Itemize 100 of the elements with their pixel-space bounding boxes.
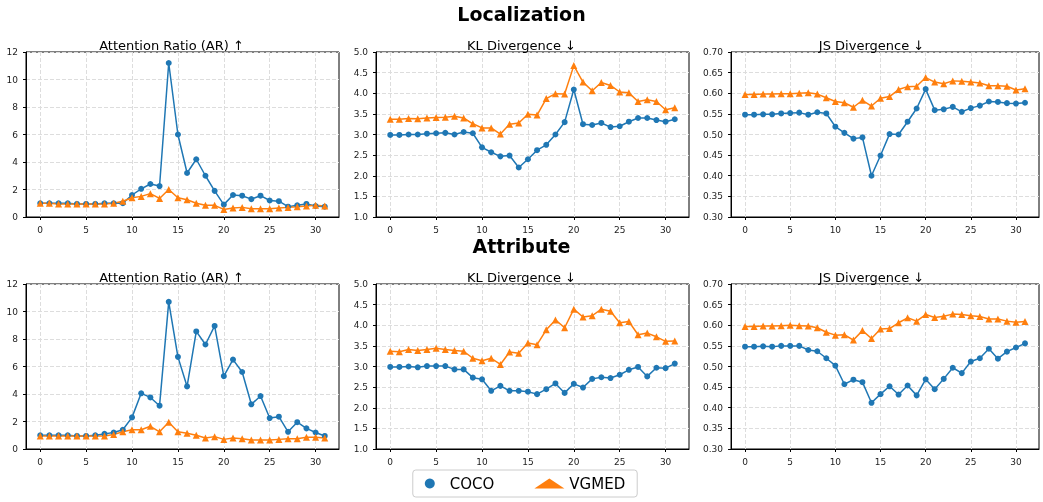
chart-title: KL Divergence ↓ [467, 38, 576, 53]
x-tick-label: 25 [965, 456, 977, 467]
x-tick-label: 15 [172, 456, 184, 467]
y-tick-label: 0.40 [702, 402, 724, 413]
x-tick-label: 0 [387, 224, 394, 235]
y-tick-label: 0.65 [702, 67, 724, 78]
x-tick-label: 10 [476, 224, 489, 235]
x-tick-label: 30 [1010, 224, 1022, 235]
y-tick-label: 8 [12, 334, 19, 344]
y-tick-label: 0.35 [702, 423, 724, 434]
y-tick-label: 10 [6, 74, 19, 85]
x-tick-label: 25 [613, 456, 626, 467]
x-tick-label: 5 [433, 456, 439, 467]
x-tick-label: 15 [874, 456, 887, 467]
y-tick-label: 0.30 [702, 444, 724, 454]
y-tick-label: 12 [6, 279, 18, 289]
chart-subtitle: Attribute [471, 235, 572, 257]
y-tick-label: 2 [12, 416, 18, 427]
x-tick-label: 15 [522, 224, 534, 235]
y-tick-label: 8 [12, 102, 19, 112]
x-tick-label: 0 [387, 456, 394, 467]
x-tick-label: 30 [309, 456, 322, 467]
y-tick-label: 12 [6, 47, 18, 57]
x-tick-label: 10 [829, 456, 842, 467]
x-tick-label: 30 [1010, 456, 1022, 467]
y-tick-label: 1.5 [353, 191, 368, 202]
y-tick-label: 4.5 [353, 299, 368, 310]
y-tick-label: 0.45 [702, 150, 724, 161]
x-tick-label: 30 [659, 224, 672, 235]
y-tick-label: 1.0 [353, 444, 369, 454]
chart-title: Attention Ratio (AR) ↑ [99, 38, 244, 53]
y-tick-label: 0 [12, 444, 19, 454]
y-tick-label: 0 [12, 212, 19, 222]
y-tick-label: 4.5 [353, 67, 368, 78]
y-tick-label: 0.65 [702, 299, 724, 310]
x-tick-label: 0 [37, 456, 44, 467]
y-tick-label: 0.55 [702, 340, 724, 351]
y-tick-label: 3.5 [353, 108, 368, 119]
legend-label: VGMED [569, 474, 626, 493]
y-tick-label: 0.70 [702, 279, 724, 289]
x-tick-label: 15 [172, 224, 184, 235]
x-tick-label: 0 [742, 224, 749, 235]
chart-subtitle: Localization [456, 3, 587, 25]
x-tick-label: 20 [919, 224, 932, 235]
y-tick-label: 5.0 [353, 279, 369, 289]
x-tick-label: 20 [218, 224, 230, 235]
y-tick-label: 2.0 [353, 402, 369, 413]
y-tick-label: 1.0 [353, 212, 369, 222]
y-tick-label: 0.50 [702, 361, 724, 372]
y-tick-label: 2.5 [353, 382, 368, 393]
y-tick-label: 4.0 [353, 320, 369, 331]
x-tick-label: 10 [126, 456, 139, 467]
y-tick-label: 0.40 [702, 170, 724, 181]
y-tick-label: 0.70 [702, 47, 724, 57]
x-tick-label: 20 [568, 224, 580, 235]
x-tick-label: 30 [309, 224, 322, 235]
x-tick-label: 30 [659, 456, 672, 467]
chart-title: KL Divergence ↓ [467, 270, 576, 285]
y-tick-label: 4 [12, 389, 19, 399]
y-tick-label: 4 [12, 157, 19, 167]
x-tick-label: 20 [218, 456, 230, 467]
y-tick-label: 2.5 [353, 150, 368, 161]
y-tick-label: 4.0 [353, 88, 369, 99]
x-tick-label: 10 [829, 224, 842, 235]
y-tick-label: 1.5 [353, 423, 368, 434]
x-tick-label: 15 [522, 456, 534, 467]
x-tick-label: 0 [37, 224, 44, 235]
x-tick-label: 0 [742, 456, 749, 467]
x-tick-label: 10 [126, 224, 139, 235]
x-tick-label: 5 [83, 224, 89, 235]
chart-title: JS Divergence ↓ [817, 270, 925, 285]
y-tick-label: 2.0 [353, 170, 369, 181]
y-tick-label: 0.55 [702, 108, 724, 119]
x-tick-label: 5 [787, 224, 794, 235]
x-tick-label: 10 [476, 456, 489, 467]
chart-title: Attention Ratio (AR) ↑ [99, 270, 244, 285]
x-tick-label: 20 [568, 456, 580, 467]
y-tick-label: 0.30 [702, 212, 724, 222]
y-tick-label: 0.60 [702, 88, 724, 99]
y-tick-label: 3.5 [353, 340, 368, 351]
y-tick-label: 6 [12, 129, 19, 140]
x-tick-label: 15 [874, 224, 887, 235]
x-tick-label: 20 [919, 456, 932, 467]
x-tick-label: 25 [263, 456, 276, 467]
x-tick-label: 25 [263, 224, 276, 235]
x-tick-label: 25 [613, 224, 626, 235]
chart-title: JS Divergence ↓ [817, 38, 925, 53]
y-tick-label: 3.0 [353, 129, 369, 140]
legend-label: COCO [449, 474, 495, 493]
y-tick-label: 10 [6, 306, 19, 317]
x-tick-label: 5 [83, 456, 89, 467]
y-tick-label: 0.45 [702, 382, 724, 393]
y-tick-label: 0.50 [702, 129, 724, 140]
y-tick-label: 5.0 [353, 47, 369, 57]
x-tick-label: 25 [965, 224, 977, 235]
y-tick-label: 6 [12, 361, 19, 372]
x-tick-label: 5 [433, 224, 439, 235]
y-tick-label: 3.0 [353, 361, 369, 372]
y-tick-label: 0.35 [702, 191, 724, 202]
y-tick-label: 2 [12, 184, 18, 195]
